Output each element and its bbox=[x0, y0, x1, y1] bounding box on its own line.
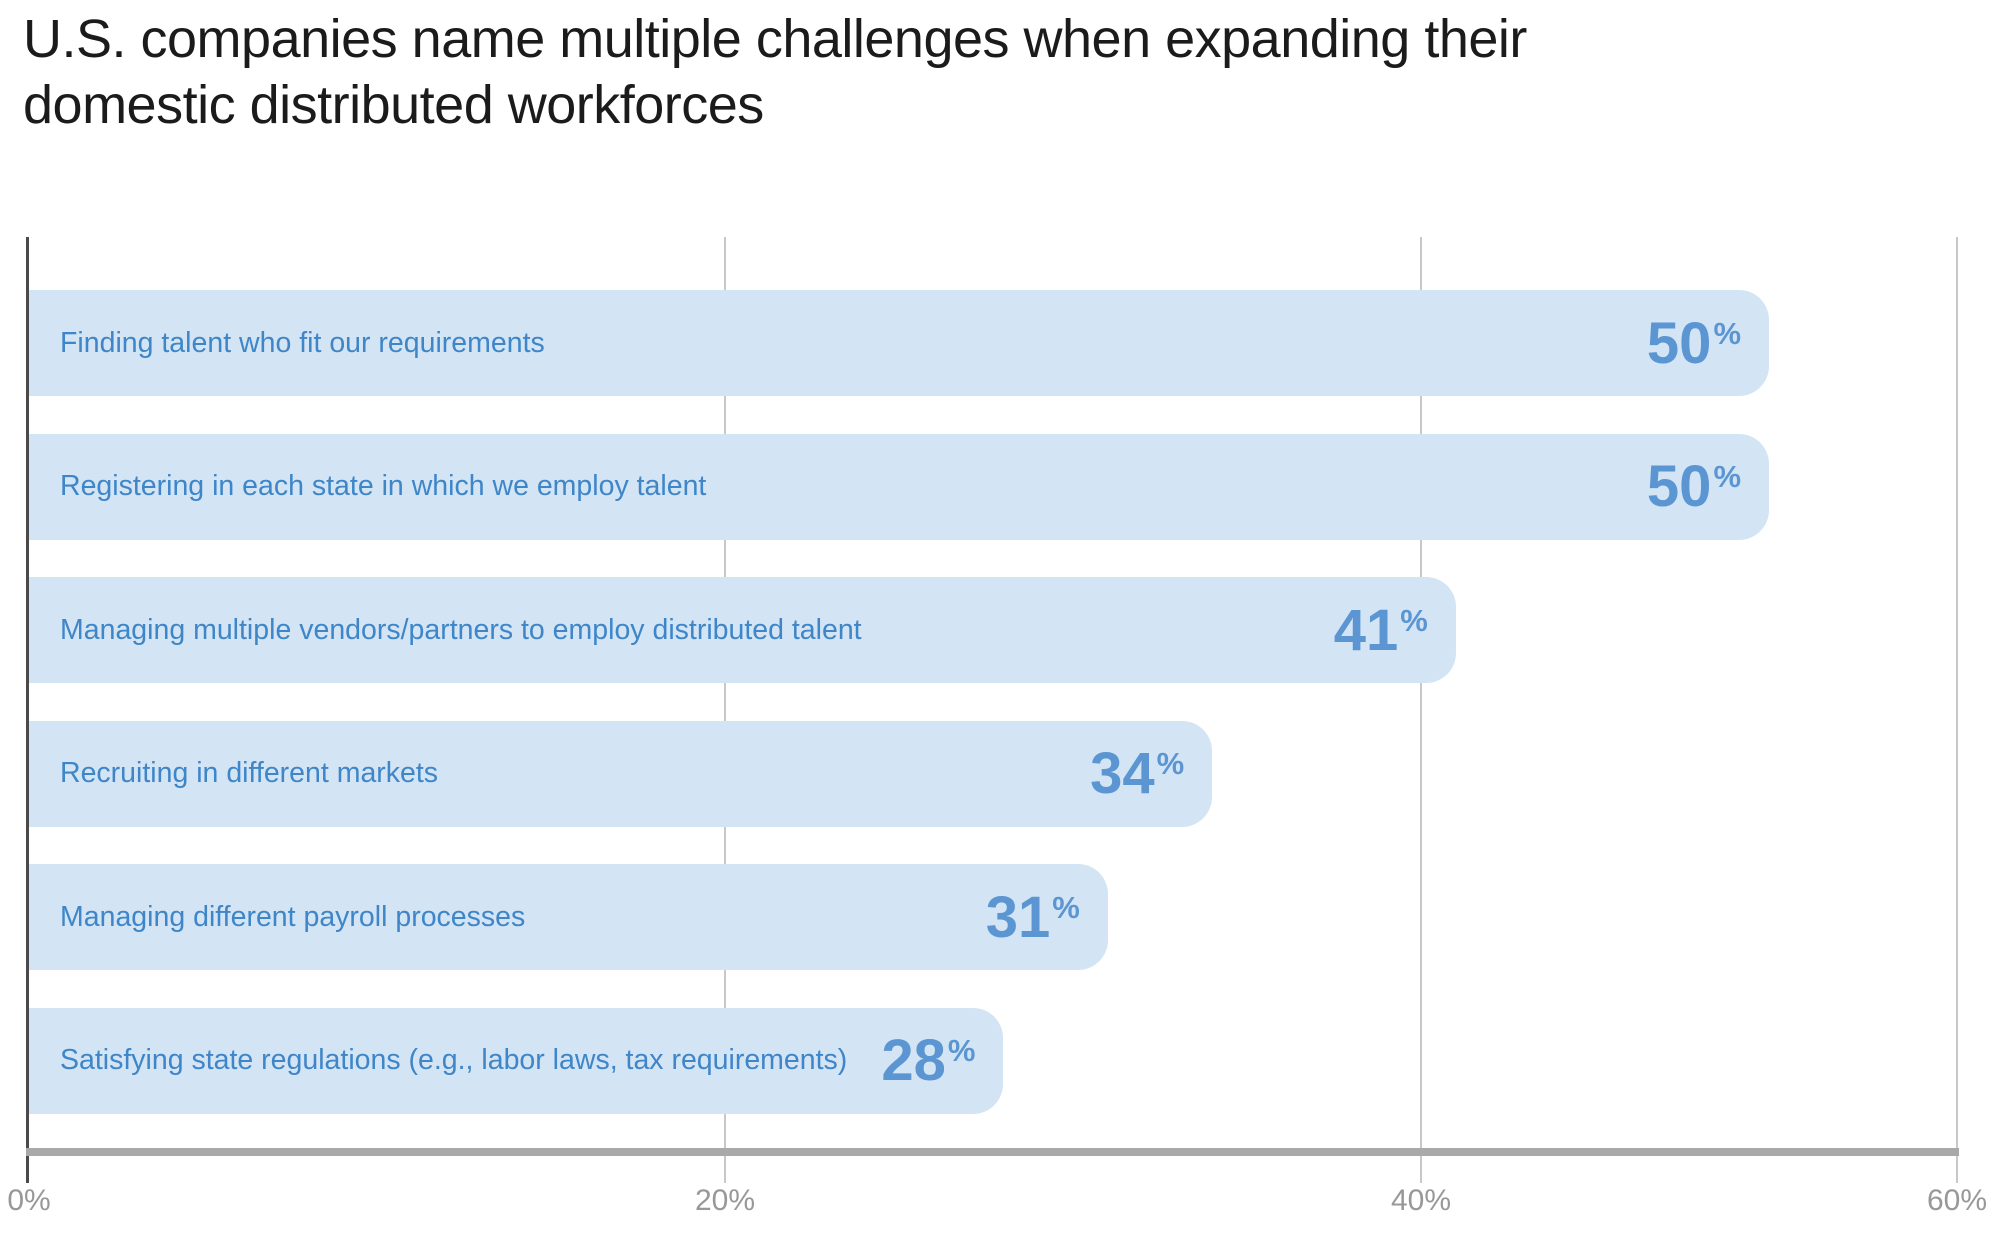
bar-value-percent-sign: % bbox=[1713, 315, 1742, 351]
chart-title: U.S. companies name multiple challenges … bbox=[23, 6, 1527, 138]
bar: Finding talent who fit our requirements 5… bbox=[29, 290, 1770, 396]
plot-area: 0% 20% 40% 60% Finding talent who fit our re… bbox=[7, 237, 1987, 1217]
x-axis-baseline bbox=[26, 1148, 1959, 1156]
gridline-40% bbox=[1420, 237, 1423, 1183]
bar-value-label: 28% bbox=[881, 1027, 1003, 1094]
bar-value-label: 50% bbox=[1647, 453, 1769, 520]
chart-title-line1: U.S. companies name multiple challenges … bbox=[23, 9, 1527, 69]
x-tick-label: 0% bbox=[7, 1184, 51, 1217]
bar-value-label: 41% bbox=[1334, 597, 1456, 664]
x-tick-label: 40% bbox=[1390, 1184, 1452, 1217]
bar-value-label: 34% bbox=[1090, 740, 1212, 807]
bar-category-label: Finding talent who fit our requirements bbox=[60, 326, 545, 359]
bar-value-percent-sign: % bbox=[1052, 889, 1080, 925]
bar: Recruiting in different markets 34% bbox=[29, 720, 1213, 827]
bar-category-label: Recruiting in different markets bbox=[60, 757, 439, 789]
gridline-20% bbox=[724, 237, 726, 1183]
chart-title-line2: domestic distributed workforces bbox=[23, 75, 764, 135]
x-tick-label: 20% bbox=[694, 1184, 756, 1217]
bar-category-label: Registering in each state in which we em… bbox=[60, 470, 707, 502]
bar-value-number: 34 bbox=[1090, 741, 1155, 806]
bar: Registering in each state in which we em… bbox=[29, 433, 1770, 540]
bar-category-label: Managing different payroll processes bbox=[60, 900, 526, 933]
bar-value-label: 31% bbox=[986, 884, 1108, 951]
bar-value-percent-sign: % bbox=[1156, 746, 1185, 781]
bar-value-percent-sign: % bbox=[1713, 459, 1742, 494]
bar-value-percent-sign: % bbox=[947, 1033, 976, 1068]
bar: Managing different payroll processes 31% bbox=[29, 864, 1108, 970]
bar-value-label: 50% bbox=[1647, 310, 1769, 377]
bar-value-percent-sign: % bbox=[1400, 602, 1428, 638]
bar-value-number: 50 bbox=[1646, 310, 1712, 376]
gridline-60% bbox=[1956, 237, 1958, 1183]
bar-value-number: 41 bbox=[1333, 597, 1399, 663]
bar-value-number: 50 bbox=[1646, 454, 1712, 519]
bar: Satisfying state regulations (e.g., labo… bbox=[29, 1007, 1004, 1114]
bar-value-number: 28 bbox=[881, 1028, 946, 1093]
bar-value-number: 31 bbox=[985, 884, 1051, 950]
bar-category-label: Satisfying state regulations (e.g., labo… bbox=[60, 1044, 848, 1076]
bar-category-label: Managing multiple vendors/partners to em… bbox=[60, 613, 862, 646]
bar: Managing multiple vendors/partners to em… bbox=[29, 577, 1456, 683]
y-axis-line bbox=[26, 237, 29, 1183]
x-tick-label: 60% bbox=[1926, 1184, 1988, 1217]
